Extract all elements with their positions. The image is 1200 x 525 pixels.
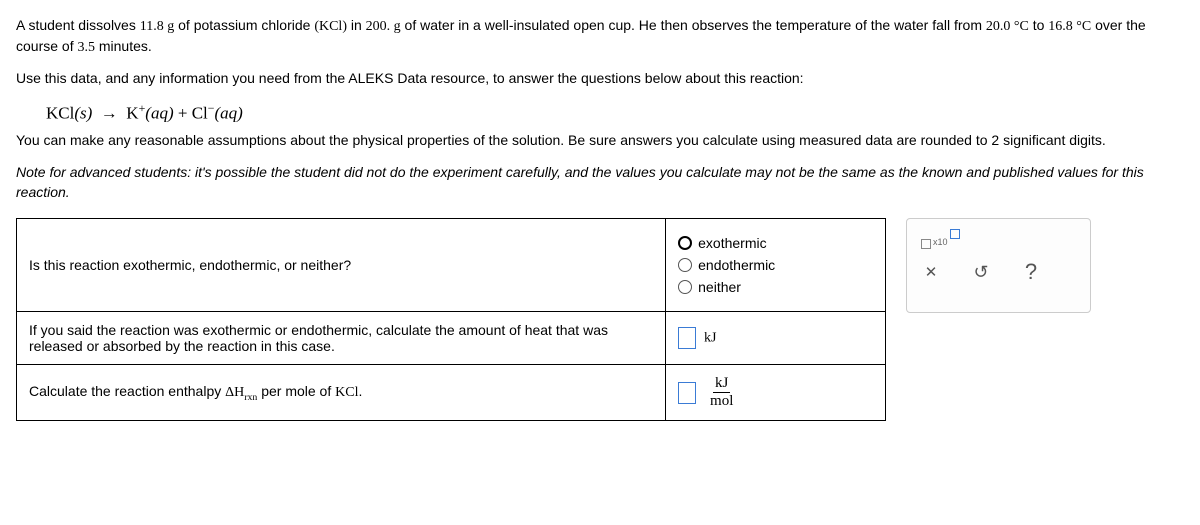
radio-icon — [678, 258, 692, 272]
heat-input[interactable] — [678, 327, 696, 349]
option-label: endothermic — [698, 257, 775, 273]
question-2-answer: kJ — [666, 312, 886, 365]
problem-note: Note for advanced students: it's possibl… — [16, 163, 1184, 202]
option-label: exothermic — [698, 235, 766, 251]
undo-icon: ↺ — [973, 262, 988, 283]
toolbox: x10 ✕ ↺ ? — [906, 218, 1091, 313]
question-3-text: Calculate the reaction enthalpy ΔHrxn pe… — [17, 365, 666, 421]
radio-icon — [678, 280, 692, 294]
scientific-notation-button[interactable]: x10 — [921, 229, 960, 249]
undo-button[interactable]: ↺ — [967, 259, 995, 285]
question-2-text: If you said the reaction was exothermic … — [17, 312, 666, 365]
sci-label: x10 — [933, 237, 948, 247]
problem-paragraph-3: You can make any reasonable assumptions … — [16, 131, 1184, 151]
enthalpy-input[interactable] — [678, 382, 696, 404]
help-button[interactable]: ? — [1017, 259, 1045, 285]
unit-fraction: kJ mol — [708, 375, 735, 410]
question-1-text: Is this reaction exothermic, endothermic… — [17, 219, 666, 312]
radio-icon — [678, 236, 692, 250]
box-icon — [921, 239, 931, 249]
option-exothermic[interactable]: exothermic — [678, 235, 873, 251]
box-icon — [950, 229, 960, 239]
problem-paragraph-1: A student dissolves 11.8 g of potassium … — [16, 16, 1184, 57]
question-table: Is this reaction exothermic, endothermic… — [16, 218, 886, 421]
question-1-answers: exothermic endothermic neither — [666, 219, 886, 312]
problem-paragraph-2: Use this data, and any information you n… — [16, 69, 1184, 89]
close-icon: ✕ — [925, 263, 938, 281]
option-endothermic[interactable]: endothermic — [678, 257, 873, 273]
unit-label: kJ — [704, 331, 716, 346]
clear-button[interactable]: ✕ — [917, 259, 945, 285]
reaction-equation: KCl(s) → K+(aq) + Cl−(aq) — [46, 101, 1184, 124]
option-label: neither — [698, 279, 741, 295]
option-neither[interactable]: neither — [678, 279, 873, 295]
question-3-answer: kJ mol — [666, 365, 886, 421]
help-icon: ? — [1025, 259, 1037, 285]
